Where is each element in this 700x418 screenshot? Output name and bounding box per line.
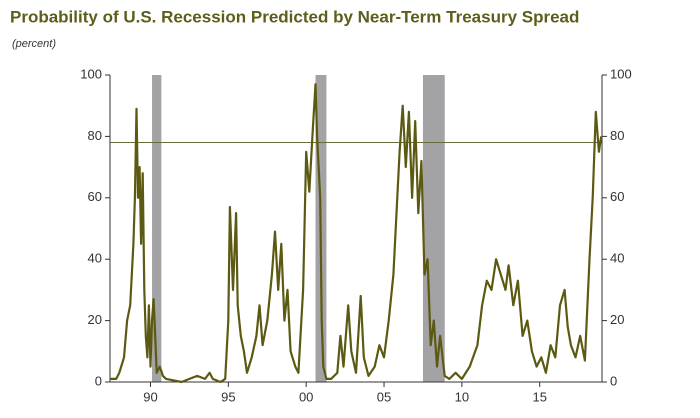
y-tick-label-right: 40 xyxy=(610,251,624,266)
x-tick-label: 95 xyxy=(221,389,235,404)
y-tick-label: 0 xyxy=(95,373,102,388)
x-tick-label: 90 xyxy=(143,389,157,404)
y-tick-label-right: 100 xyxy=(610,66,632,81)
y-tick-label-right: 0 xyxy=(610,373,617,388)
y-tick-label: 40 xyxy=(88,251,102,266)
x-tick-label: 10 xyxy=(455,389,469,404)
chart-title: Probability of U.S. Recession Predicted … xyxy=(10,7,579,26)
x-tick-label: 00 xyxy=(299,389,313,404)
y-tick-label-right: 20 xyxy=(610,312,624,327)
y-tick-label-right: 80 xyxy=(610,128,624,143)
y-tick-label: 60 xyxy=(88,189,102,204)
recession-band xyxy=(152,75,162,382)
x-tick-label: 05 xyxy=(377,389,391,404)
chart-subtitle: (percent) xyxy=(12,38,56,50)
y-tick-label: 20 xyxy=(88,312,102,327)
x-tick-label: 15 xyxy=(532,389,546,404)
y-tick-label-right: 60 xyxy=(610,189,624,204)
series-line xyxy=(110,83,603,384)
y-tick-label: 80 xyxy=(88,128,102,143)
y-tick-label: 100 xyxy=(80,66,102,81)
